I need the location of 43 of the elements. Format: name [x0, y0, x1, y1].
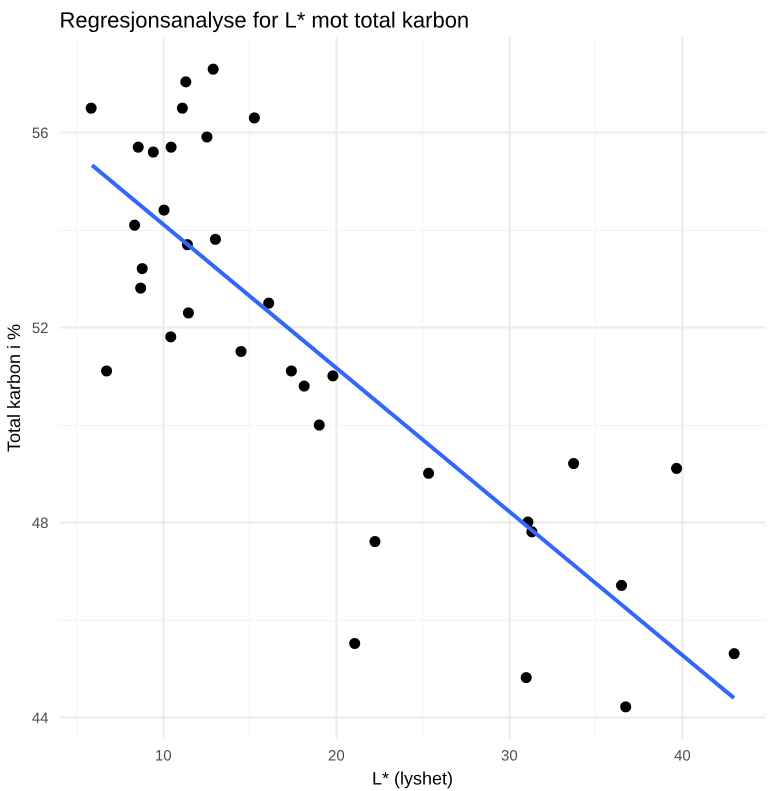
x-tick-label: 10 [154, 748, 172, 764]
point [620, 701, 632, 712]
point [136, 263, 148, 274]
point [86, 102, 97, 114]
x-axis-title: L* (lyshet) [372, 768, 454, 788]
point [101, 365, 112, 376]
y-tick-label: 52 [32, 320, 49, 338]
y-axis-title: Total karbon i % [4, 324, 24, 452]
y-tick-label: 56 [32, 125, 49, 142]
point [568, 458, 580, 470]
point [520, 672, 532, 684]
point [166, 142, 177, 153]
point [248, 112, 260, 124]
point [286, 365, 297, 376]
point [176, 102, 188, 114]
point [135, 282, 146, 294]
point [165, 331, 176, 342]
x-tick-label: 20 [328, 748, 345, 764]
point [349, 638, 360, 649]
point [208, 64, 219, 75]
y-tick-label: 48 [32, 515, 49, 532]
chart-title: Regresjonsanalyse for L* mot total karbon [60, 8, 470, 32]
point [132, 142, 144, 153]
point [327, 370, 338, 382]
point [616, 580, 628, 591]
y-tick-label: 44 [32, 710, 49, 728]
x-tick-label: 30 [501, 748, 518, 764]
point [263, 298, 274, 309]
point [369, 536, 380, 548]
point [129, 220, 140, 231]
point [423, 468, 434, 479]
point [210, 234, 221, 245]
point [201, 131, 212, 142]
point [236, 346, 247, 357]
point [671, 462, 682, 474]
point [158, 204, 170, 216]
point [148, 146, 159, 158]
point [180, 76, 192, 88]
point [182, 307, 194, 318]
point [298, 380, 310, 392]
point [314, 420, 325, 431]
point [728, 648, 740, 660]
x-tick-label: 40 [674, 748, 691, 764]
